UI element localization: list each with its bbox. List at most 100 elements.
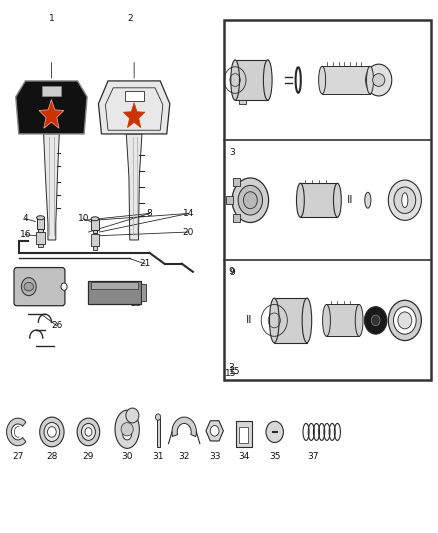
Ellipse shape	[269, 298, 279, 343]
Text: 30: 30	[121, 452, 133, 461]
Text: 25: 25	[131, 299, 142, 308]
Circle shape	[394, 187, 416, 214]
Circle shape	[21, 278, 36, 296]
Ellipse shape	[297, 183, 304, 217]
Circle shape	[47, 426, 56, 437]
Ellipse shape	[355, 304, 363, 336]
Bar	[322, 66, 370, 94]
Bar	[124, 91, 144, 101]
Ellipse shape	[322, 304, 330, 336]
Ellipse shape	[319, 66, 325, 94]
Text: 21: 21	[139, 260, 151, 268]
Polygon shape	[206, 421, 223, 441]
Bar	[39, 244, 43, 247]
Polygon shape	[124, 103, 145, 127]
Text: 26: 26	[51, 321, 63, 330]
Ellipse shape	[126, 408, 139, 423]
Text: 15: 15	[226, 369, 237, 378]
Circle shape	[238, 185, 262, 215]
Circle shape	[44, 422, 60, 441]
Ellipse shape	[365, 192, 371, 208]
Circle shape	[393, 306, 416, 334]
Text: 2: 2	[127, 14, 133, 23]
Circle shape	[81, 423, 95, 440]
Polygon shape	[39, 100, 64, 128]
Text: 37: 37	[307, 452, 318, 461]
Circle shape	[389, 180, 421, 220]
FancyBboxPatch shape	[14, 268, 65, 306]
Text: 15: 15	[230, 367, 241, 376]
Circle shape	[389, 300, 421, 341]
Text: 31: 31	[152, 452, 164, 461]
Bar	[141, 284, 146, 301]
Text: 27: 27	[12, 452, 24, 461]
Circle shape	[232, 178, 268, 222]
Text: II: II	[246, 316, 253, 326]
Text: 29: 29	[83, 452, 94, 461]
Text: 3: 3	[228, 363, 234, 372]
Polygon shape	[16, 81, 87, 134]
Circle shape	[398, 312, 412, 329]
Circle shape	[364, 306, 387, 334]
Ellipse shape	[333, 183, 341, 217]
Text: 28: 28	[46, 452, 57, 461]
Polygon shape	[126, 134, 142, 240]
Ellipse shape	[402, 193, 408, 208]
Bar	[91, 219, 99, 230]
Circle shape	[40, 417, 64, 447]
Circle shape	[371, 315, 380, 326]
Ellipse shape	[37, 216, 45, 220]
Circle shape	[210, 425, 219, 436]
Ellipse shape	[91, 217, 99, 221]
Ellipse shape	[373, 74, 385, 86]
Bar	[88, 281, 141, 304]
Bar	[300, 183, 337, 217]
Bar	[42, 86, 61, 96]
Circle shape	[77, 418, 100, 446]
Text: 16: 16	[20, 230, 31, 239]
Bar	[157, 418, 160, 447]
Text: 10: 10	[78, 214, 89, 223]
Bar	[236, 421, 252, 447]
Circle shape	[155, 414, 161, 420]
Ellipse shape	[24, 282, 34, 291]
Circle shape	[123, 429, 131, 440]
Bar	[240, 426, 248, 442]
Polygon shape	[7, 418, 26, 446]
Bar	[226, 196, 233, 205]
Polygon shape	[99, 81, 170, 134]
Text: 20: 20	[183, 228, 194, 237]
Text: 1: 1	[49, 14, 54, 23]
Text: 22: 22	[21, 289, 32, 298]
Circle shape	[366, 64, 392, 96]
Bar	[37, 217, 45, 229]
Ellipse shape	[302, 298, 312, 343]
Bar	[93, 246, 97, 249]
Text: 35: 35	[269, 452, 280, 461]
Bar	[38, 229, 43, 232]
Bar	[36, 231, 45, 244]
Text: 4: 4	[22, 214, 28, 223]
Ellipse shape	[263, 60, 272, 100]
Text: II: II	[347, 195, 354, 205]
Bar	[224, 20, 431, 381]
Bar	[326, 304, 359, 336]
Bar	[235, 60, 268, 100]
Text: 9: 9	[228, 268, 234, 276]
Polygon shape	[172, 417, 196, 437]
Bar	[233, 178, 240, 187]
Circle shape	[61, 283, 67, 290]
Ellipse shape	[296, 67, 301, 93]
Circle shape	[85, 427, 92, 436]
Text: 32: 32	[179, 452, 190, 461]
Ellipse shape	[231, 60, 240, 100]
Polygon shape	[44, 134, 59, 240]
Bar	[91, 233, 99, 246]
Circle shape	[244, 192, 257, 209]
Ellipse shape	[121, 423, 133, 436]
Text: 3: 3	[230, 148, 235, 157]
Text: 14: 14	[183, 209, 194, 218]
Text: 8: 8	[146, 209, 152, 218]
Text: 34: 34	[238, 452, 250, 461]
Ellipse shape	[367, 66, 374, 94]
